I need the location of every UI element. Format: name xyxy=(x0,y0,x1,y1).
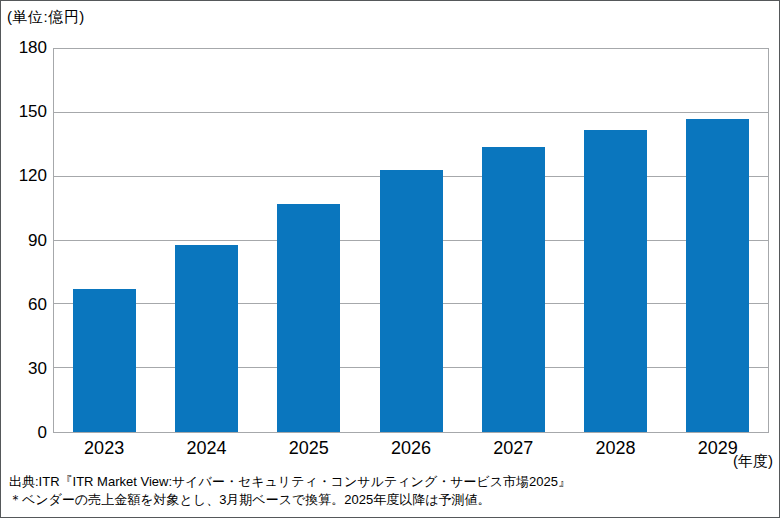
y-tick-label-150: 150 xyxy=(1,102,47,122)
bar-2024 xyxy=(175,245,238,432)
y-tick-label-90: 90 xyxy=(1,231,47,251)
bar-2027 xyxy=(482,147,545,432)
x-tick-label-2026: 2026 xyxy=(360,437,462,459)
bar-2029 xyxy=(686,119,749,432)
chart-figure: (単位:億円) 0306090120150180 202320242025202… xyxy=(0,0,780,518)
y-tick-label-30: 30 xyxy=(1,359,47,379)
gridline-150 xyxy=(54,112,768,113)
source-line-2: ＊ベンダーの売上金額を対象とし、3月期ベースで換算。2025年度以降は予測値。 xyxy=(9,491,571,509)
source-line-1: 出典:ITR『ITR Market View:サイバー・セキュリティ・コンサルテ… xyxy=(9,473,571,491)
x-tick-label-2025: 2025 xyxy=(258,437,360,459)
x-axis-unit-label: (年度) xyxy=(733,452,773,471)
bar-2023 xyxy=(73,289,136,432)
bar-2026 xyxy=(380,170,443,432)
y-tick-label-180: 180 xyxy=(1,38,47,58)
x-tick-label-2023: 2023 xyxy=(53,437,155,459)
x-tick-label-2028: 2028 xyxy=(564,437,666,459)
plot-area xyxy=(53,48,769,433)
bar-2028 xyxy=(584,130,647,432)
x-tick-label-2027: 2027 xyxy=(462,437,564,459)
x-tick-label-2024: 2024 xyxy=(155,437,257,459)
y-tick-label-120: 120 xyxy=(1,166,47,186)
source-note: 出典:ITR『ITR Market View:サイバー・セキュリティ・コンサルテ… xyxy=(9,473,571,509)
bar-2025 xyxy=(277,204,340,432)
y-tick-label-60: 60 xyxy=(1,295,47,315)
x-axis-tick-labels: 2023202420252026202720282029 xyxy=(1,437,780,459)
